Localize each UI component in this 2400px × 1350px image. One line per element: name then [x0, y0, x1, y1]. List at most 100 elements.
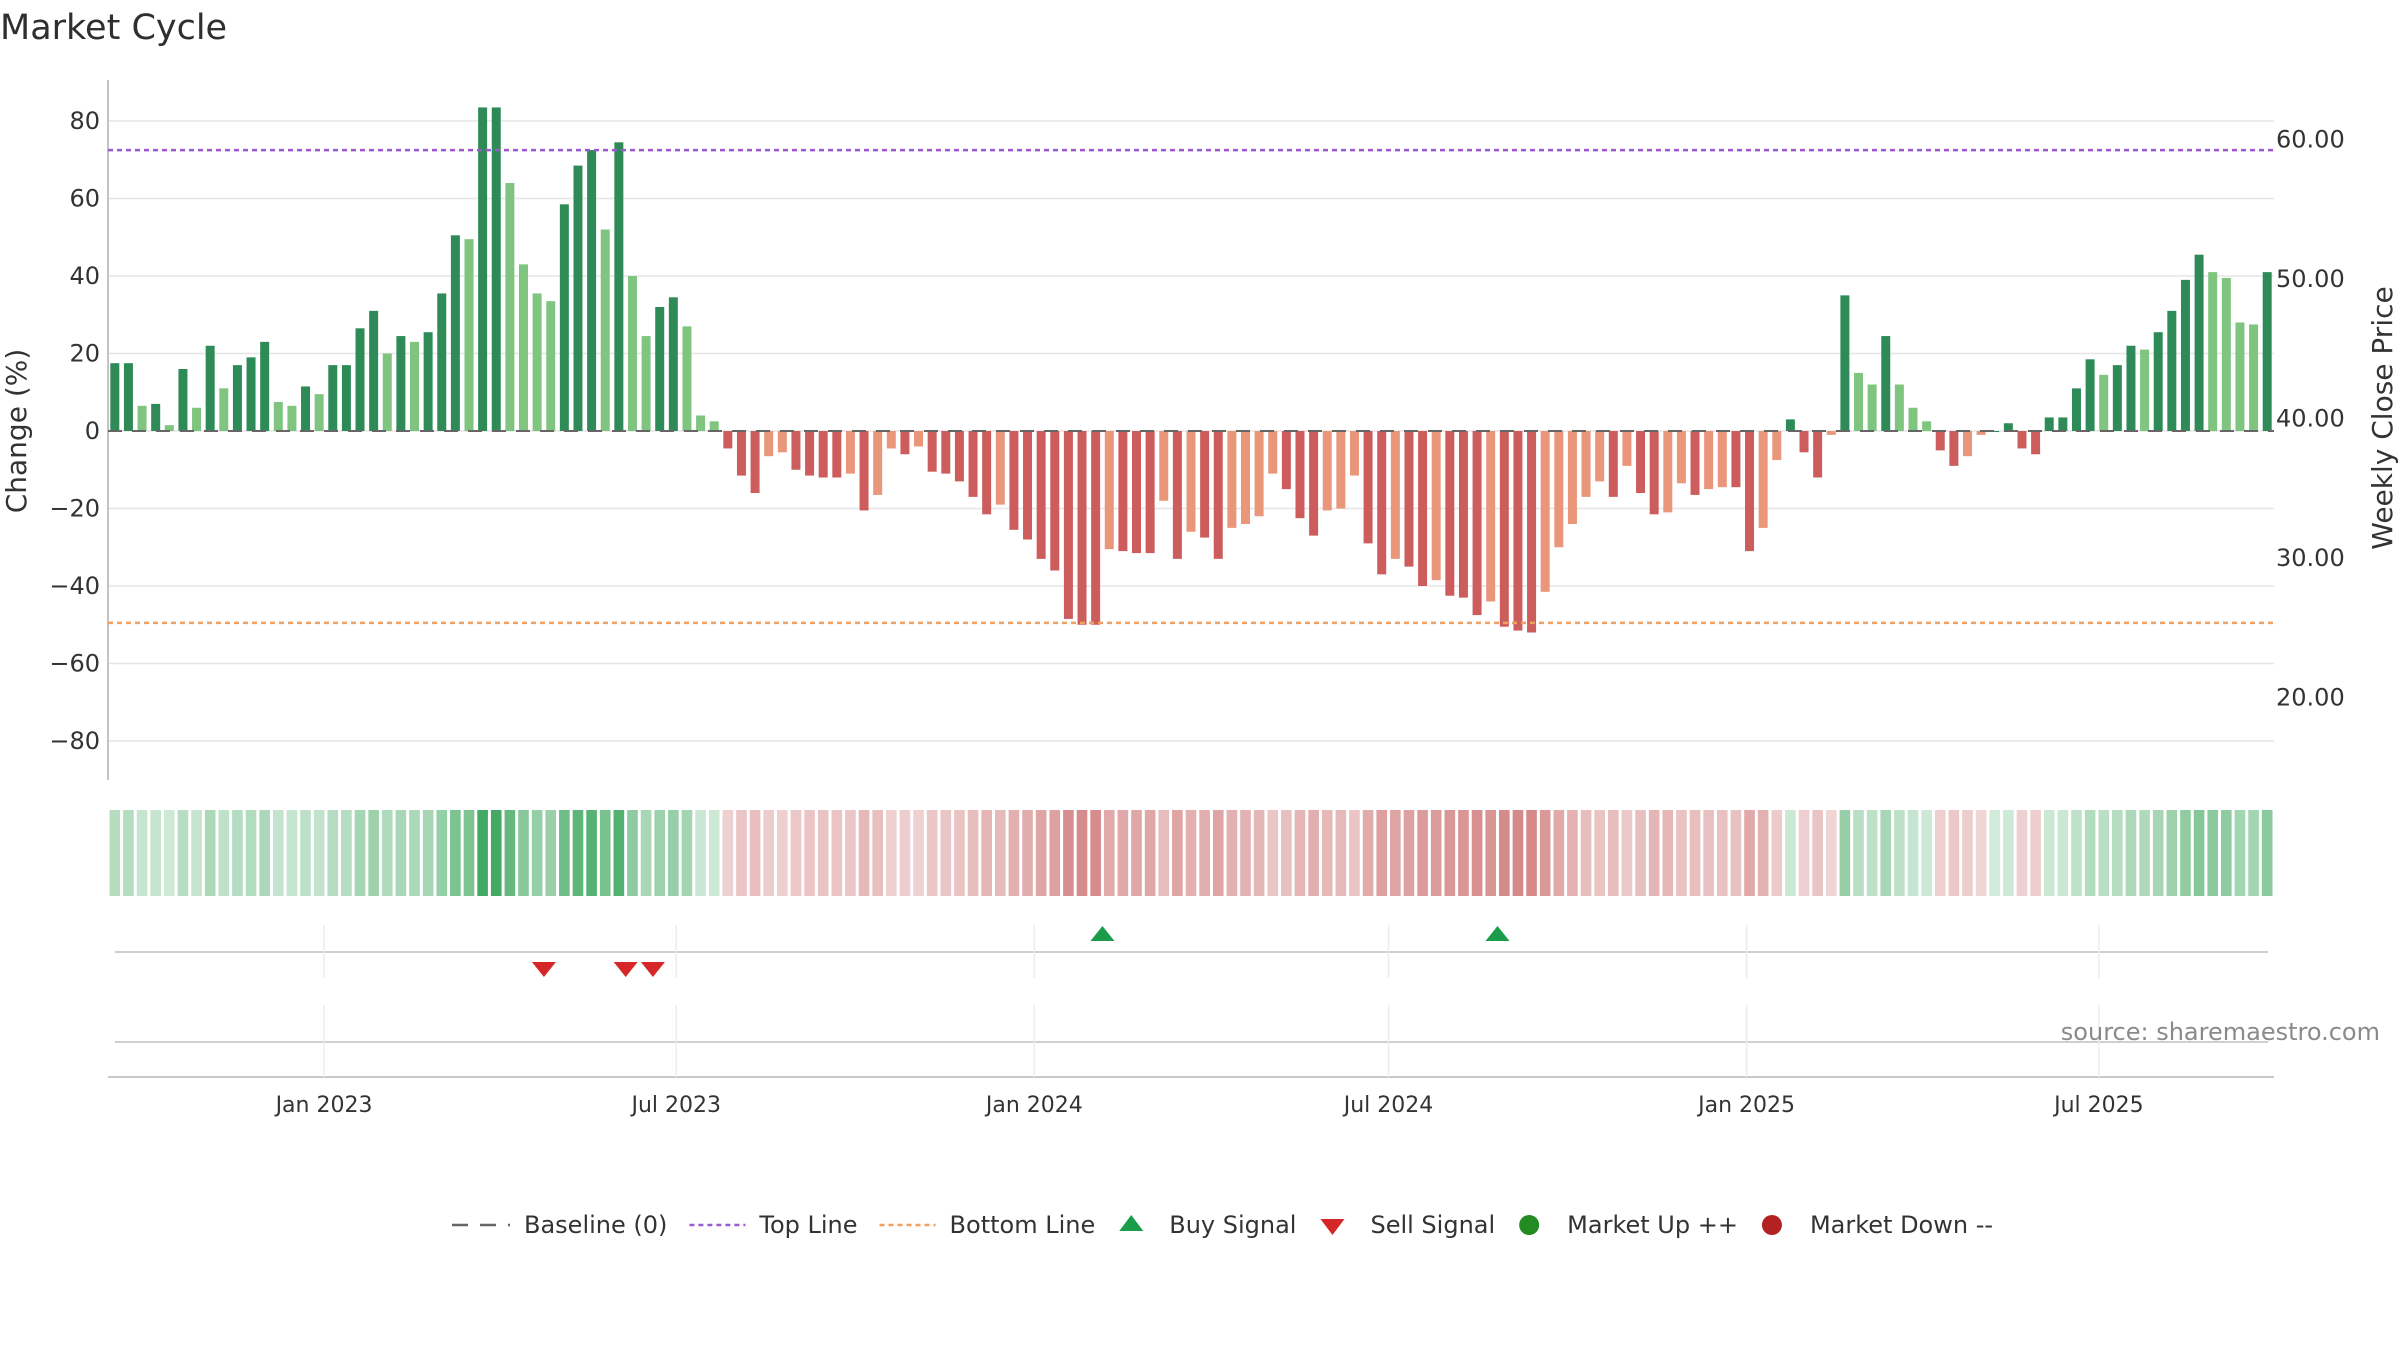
legend-label: Bottom Line: [950, 1211, 1096, 1239]
heat-strip-cell: [640, 810, 652, 896]
y-tick-label: 40: [69, 262, 100, 290]
chart-bar: [1377, 431, 1387, 575]
heat-strip-cell: [613, 810, 625, 896]
heat-strip-cell: [1662, 810, 1674, 896]
heat-strip-cell: [804, 810, 815, 896]
chart-bar: [900, 431, 910, 455]
heat-strip-cell: [599, 810, 611, 896]
heat-strip-cell: [1744, 810, 1755, 896]
heat-strip-cell: [1567, 810, 1578, 896]
chart-bar: [246, 357, 256, 431]
heat-strip-cell: [341, 810, 352, 896]
heat-strip-cell: [2180, 810, 2191, 896]
buy-signal-marker: [1485, 926, 1510, 941]
chart-bar: [1976, 431, 1986, 435]
heat-strip-cell: [1962, 810, 1973, 896]
chart-bar: [1104, 431, 1114, 550]
chart-bar: [914, 431, 924, 447]
chart-bar: [927, 431, 937, 472]
chart-bar: [1731, 431, 1741, 488]
x-tick-label: Jul 2025: [2052, 1093, 2144, 1118]
heat-strip-cell: [2112, 810, 2123, 896]
heat-strip-cell: [232, 810, 243, 896]
heat-strip-cell: [1485, 810, 1497, 896]
chart-bar: [873, 431, 883, 495]
chart-bar: [641, 336, 651, 431]
chart-bar: [1813, 431, 1823, 478]
heat-strip-cell: [872, 810, 883, 896]
heat-strip-cell: [736, 810, 747, 896]
chart-bar: [1513, 431, 1523, 631]
heat-strip-cell: [1294, 810, 1306, 896]
y2-tick-label: 30.00: [2276, 544, 2345, 572]
heat-strip-cell: [1812, 810, 1823, 896]
heat-strip-cell: [1771, 810, 1783, 896]
chart-bar: [1962, 431, 1972, 457]
chart-bar: [1758, 431, 1768, 528]
y-tick-label: −80: [49, 727, 100, 755]
heat-strip-cell: [559, 810, 570, 896]
heat-strip-cell: [1921, 810, 1932, 896]
chart-bar: [1908, 407, 1918, 431]
chart-bar: [1608, 431, 1618, 497]
heat-strip-cell: [885, 810, 897, 896]
chart-bar: [1145, 431, 1155, 554]
chart-bar: [1785, 419, 1795, 431]
heat-strip-cell: [1131, 810, 1142, 896]
x-tick-label: Jul 2024: [1342, 1093, 1434, 1118]
heat-strip-cell: [436, 810, 448, 896]
heat-strip-cell: [1390, 810, 1401, 896]
heat-strip-cell: [1512, 810, 1524, 896]
heat-strip-cell: [218, 810, 230, 896]
chart-bar: [219, 388, 229, 431]
heat-strip-cell: [1090, 810, 1101, 896]
chart-bar: [696, 415, 706, 431]
x-tick-label: Jan 2023: [274, 1093, 373, 1118]
heat-strip-cell: [954, 810, 965, 896]
heat-strip-cell: [1185, 810, 1197, 896]
heat-strip-cell: [2043, 810, 2055, 896]
chart-bar: [2167, 310, 2177, 431]
chart-bar: [1458, 431, 1468, 598]
chart-bar: [178, 369, 188, 431]
heat-strip-cell: [177, 810, 189, 896]
chart-bar: [2194, 254, 2204, 431]
heat-strip-cell: [1158, 810, 1170, 896]
heat-strip-cell: [1989, 810, 2001, 896]
heat-strip-cell: [490, 810, 502, 896]
legend-item: Sell Signal: [1320, 1211, 1495, 1239]
heat-strip-cell: [1948, 810, 1960, 896]
heat-strip-cell: [123, 810, 134, 896]
heat-strip-cell: [1839, 810, 1851, 896]
chart-bar: [1172, 431, 1182, 559]
heat-strip-cell: [681, 810, 693, 896]
heat-strip-cell: [722, 810, 734, 896]
heat-strip-cell: [1676, 810, 1687, 896]
chart-bar: [1894, 384, 1904, 431]
chart-bar: [1881, 336, 1891, 431]
chart-bar: [859, 431, 869, 511]
chart-bar: [410, 341, 420, 431]
chart-bar: [369, 310, 379, 431]
chart-bar: [995, 431, 1005, 505]
heat-strip-cell: [1526, 810, 1537, 896]
chart-bar: [1772, 431, 1782, 461]
chart-bar: [205, 345, 215, 431]
heat-strip-cell: [1934, 810, 1946, 896]
chart-bar: [1990, 431, 2000, 432]
chart-bar: [546, 301, 556, 431]
chart-bar: [2180, 279, 2190, 431]
y-tick-label: −20: [49, 495, 100, 523]
heat-strip-cell: [831, 810, 843, 896]
chart-bar: [464, 239, 474, 431]
heat-strip-cell: [2152, 810, 2164, 896]
y-tick-label: 60: [69, 185, 100, 213]
chart-bar: [1200, 431, 1210, 538]
heat-strip-cell: [1716, 810, 1728, 896]
chart-bar: [123, 363, 133, 431]
chart-bar: [1132, 431, 1142, 554]
chart-bar: [1676, 431, 1686, 484]
chart-bar: [2262, 272, 2272, 431]
heat-strip-cell: [790, 810, 802, 896]
heat-strip-cell: [708, 810, 720, 896]
